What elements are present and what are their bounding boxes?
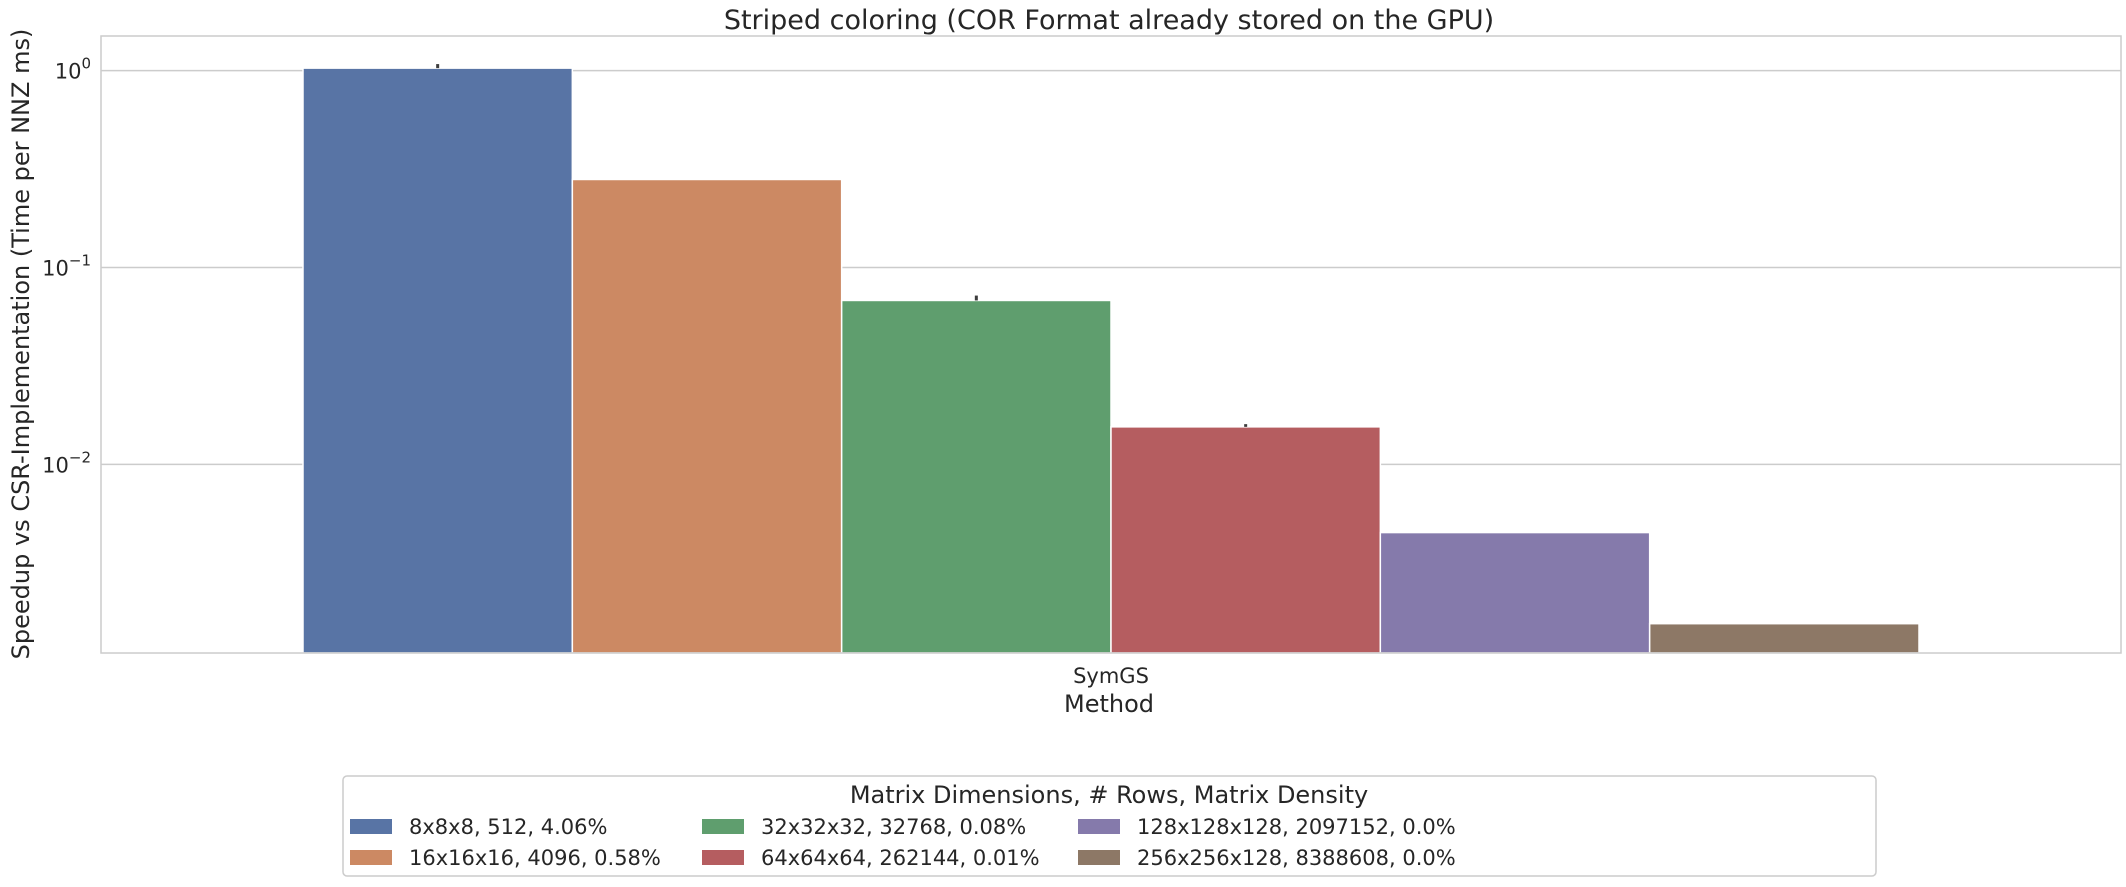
legend-title: Matrix Dimensions, # Rows, Matrix Densit… <box>850 781 1368 809</box>
y-tick-label: 10−1 <box>42 251 91 280</box>
legend-swatch-4 <box>702 850 744 865</box>
y-tick-label: 100 <box>55 55 91 84</box>
bar-4 <box>1110 426 1382 654</box>
legend-label-4: 64x64x64, 262144, 0.01% <box>761 846 1040 870</box>
y-tick-exponent: 0 <box>81 55 91 73</box>
x-axis-label: Method <box>1064 690 1154 718</box>
legend-swatch-5 <box>1078 819 1120 834</box>
y-tick-base: 10 <box>42 256 69 280</box>
y-tick-exponent: −2 <box>69 448 91 466</box>
y-tick-label: 10−2 <box>42 448 91 477</box>
bar-5 <box>1379 531 1651 654</box>
legend: Matrix Dimensions, # Rows, Matrix Densit… <box>342 775 1877 877</box>
error-bars <box>436 64 1248 427</box>
y-tick-base: 10 <box>42 453 69 477</box>
legend-label-5: 128x128x128, 2097152, 0.0% <box>1137 815 1456 839</box>
legend-swatch-2 <box>350 850 392 865</box>
legend-label-1: 8x8x8, 512, 4.06% <box>409 815 607 839</box>
legend-label-2: 16x16x16, 4096, 0.58% <box>409 846 661 870</box>
y-axis-label: Speedup vs CSR-Implementation (Time per … <box>7 29 35 660</box>
x-tick-label: SymGS <box>1073 664 1149 688</box>
plot-frame <box>100 35 2122 654</box>
legend-items: 8x8x8, 512, 4.06% 16x16x16, 4096, 0.58% 32… <box>350 815 1456 870</box>
legend-swatch-6 <box>1078 850 1120 865</box>
bars <box>302 67 1920 654</box>
legend-label-6: 256x256x128, 8388608, 0.0% <box>1137 846 1456 870</box>
y-tick-exponent: −1 <box>69 251 91 269</box>
y-tick-base: 10 <box>55 60 82 84</box>
legend-swatch-3 <box>702 819 744 834</box>
legend-swatch-1 <box>350 819 392 834</box>
bar-2 <box>571 178 843 654</box>
bar-6 <box>1648 622 1920 654</box>
x-tick-labels: SymGS <box>1073 664 1149 688</box>
bar-3 <box>840 299 1112 654</box>
legend-label-3: 32x32x32, 32768, 0.08% <box>761 815 1026 839</box>
chart-title: Striped coloring (COR Format already sto… <box>724 5 1494 36</box>
bar-1 <box>302 67 574 654</box>
